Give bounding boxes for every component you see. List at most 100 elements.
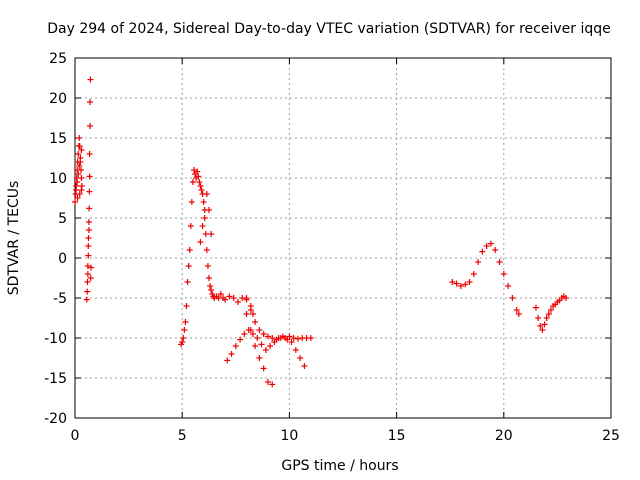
data-point: [189, 179, 196, 185]
data-point: [537, 323, 544, 329]
data-point: [187, 223, 194, 229]
data-point: [217, 291, 224, 297]
data-point: [234, 299, 241, 305]
data-point: [87, 76, 94, 83]
data-point: [182, 319, 189, 325]
data-point: [84, 288, 91, 295]
data-point: [243, 311, 250, 317]
y-tick-label: 10: [49, 171, 67, 187]
data-point: [75, 171, 82, 177]
data-point: [85, 235, 92, 241]
data-point: [282, 335, 289, 341]
data-point: [179, 339, 186, 345]
data-point: [74, 179, 81, 185]
plot-frame: [74, 57, 612, 419]
data-point: [200, 199, 207, 205]
data-point: [301, 363, 308, 369]
data-point: [86, 151, 93, 157]
data-point: [199, 223, 206, 229]
data-point: [78, 187, 85, 193]
data-point: [260, 331, 267, 337]
x-tick-label: 0: [71, 428, 80, 444]
data-point: [273, 336, 280, 343]
data-point: [78, 167, 85, 173]
data-point: [247, 307, 254, 313]
data-point: [453, 280, 460, 287]
data-point: [188, 199, 195, 205]
x-tick-labels: 0 5 10 15 20 25: [71, 428, 620, 444]
data-point: [515, 311, 522, 317]
data-point: [206, 207, 212, 213]
data-point: [269, 381, 276, 388]
data-point: [206, 275, 212, 281]
data-point: [475, 259, 482, 265]
data-point: [226, 293, 233, 300]
data-point: [252, 343, 259, 349]
data-point: [73, 187, 80, 193]
y-tick-label: 20: [49, 91, 67, 107]
data-point: [500, 271, 507, 277]
y-tick-label: 5: [58, 211, 67, 227]
data-point: [269, 335, 276, 341]
data-point: [197, 183, 204, 189]
x-tick-label: 20: [495, 428, 513, 444]
data-point: [86, 205, 93, 212]
grid: [75, 58, 611, 418]
data-points: [72, 76, 569, 388]
data-point: [197, 239, 204, 245]
data-point: [470, 271, 477, 277]
data-point: [252, 319, 259, 325]
data-point: [208, 231, 215, 237]
data-point: [254, 335, 261, 341]
y-tick-label: 0: [58, 251, 67, 267]
data-point: [224, 357, 231, 364]
data-point: [76, 143, 83, 149]
data-point: [76, 163, 83, 169]
data-point: [86, 173, 93, 180]
y-tick-label: 15: [49, 131, 67, 147]
y-tick-label: 25: [49, 51, 67, 67]
data-point: [228, 351, 235, 357]
data-point: [84, 279, 91, 285]
axis-ticks: [74, 57, 612, 419]
data-point: [264, 379, 271, 385]
data-point: [535, 315, 542, 321]
y-tick-label: -20: [44, 411, 67, 427]
data-point: [78, 147, 85, 153]
data-point: [249, 331, 256, 337]
data-point: [75, 151, 82, 157]
data-point: [541, 321, 548, 328]
data-point: [77, 155, 84, 161]
data-point: [85, 219, 92, 225]
data-point: [87, 99, 94, 105]
data-point: [466, 279, 473, 285]
data-point: [180, 335, 187, 341]
y-tick-labels: -20 -15 -10 -5 0 5 10 15 20 25: [44, 51, 67, 427]
y-axis-label: SDTVAR / TECUs: [6, 181, 22, 296]
data-point: [487, 240, 494, 247]
data-point: [492, 247, 499, 253]
data-point: [201, 215, 208, 221]
data-point: [457, 283, 464, 289]
data-point: [87, 123, 94, 129]
data-point: [513, 307, 520, 313]
y-tick-label: -15: [44, 371, 67, 387]
data-point: [194, 168, 201, 175]
data-point: [249, 311, 256, 317]
data-point: [203, 247, 210, 253]
data-point: [237, 336, 244, 343]
data-point: [87, 275, 94, 281]
data-point: [479, 248, 486, 255]
data-point: [185, 263, 192, 269]
x-tick-label: 15: [388, 428, 406, 444]
data-point: [88, 264, 95, 271]
data-point: [84, 271, 91, 277]
data-point: [449, 279, 456, 285]
y-tick-label: -5: [53, 291, 67, 307]
data-point: [505, 283, 512, 289]
data-point: [230, 295, 237, 301]
data-point: [292, 347, 299, 353]
data-point: [258, 341, 265, 348]
data-point: [85, 252, 92, 259]
